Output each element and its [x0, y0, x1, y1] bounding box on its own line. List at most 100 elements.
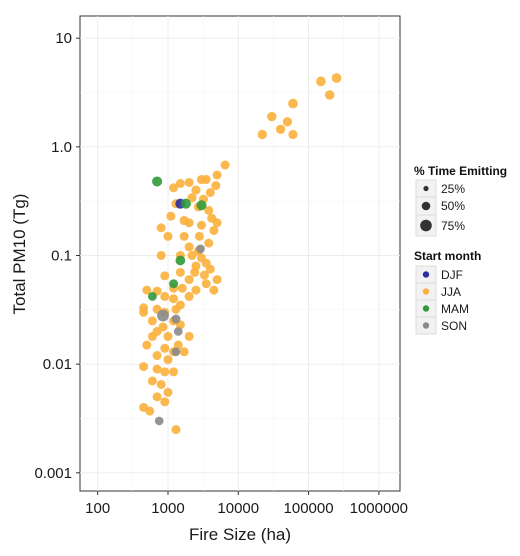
data-point-jja — [324, 90, 335, 100]
x-tick-label: 1000000 — [350, 500, 408, 517]
y-tick-label: 0.1 — [51, 247, 72, 264]
data-point-jja — [184, 331, 194, 341]
data-point-jja — [209, 225, 219, 235]
data-point-jja — [152, 351, 162, 361]
data-point-jja — [160, 367, 170, 377]
data-point-mam — [196, 200, 207, 211]
x-tick-label: 10000 — [217, 500, 259, 517]
data-point-jja — [199, 270, 209, 280]
data-point-jja — [184, 275, 194, 285]
data-point-jja — [187, 250, 197, 260]
legend-color-dot-son — [422, 322, 430, 329]
data-point-jja — [177, 283, 187, 293]
data-point-jja — [197, 220, 207, 230]
data-point-jja — [166, 211, 176, 221]
legend-color-label-son: SON — [441, 319, 467, 333]
data-point-jja — [267, 111, 277, 122]
data-point-jja — [212, 275, 222, 285]
data-point-jja — [169, 294, 179, 304]
data-point-jja — [160, 397, 170, 407]
data-point-son — [154, 416, 164, 426]
legend-color-label-djf: DJF — [441, 268, 463, 282]
legend-size: % Time Emitting 25% 50% 75% — [414, 164, 507, 237]
data-point-jja — [152, 392, 162, 402]
data-point-jja — [179, 347, 189, 357]
data-point-son — [173, 327, 183, 336]
data-point-jja — [275, 124, 286, 134]
data-point-jja — [139, 307, 149, 317]
data-point-jja — [187, 193, 197, 203]
data-point-jja — [205, 187, 215, 197]
data-point-jja — [163, 331, 173, 341]
data-point-jja — [147, 376, 157, 386]
data-point-son — [196, 244, 205, 254]
data-point-jja — [156, 250, 166, 260]
data-point-jja — [204, 238, 214, 248]
data-point-jja — [142, 340, 152, 350]
data-point-jja — [191, 285, 201, 295]
data-point-son — [171, 347, 181, 357]
legend-size-label-25: 25% — [441, 182, 465, 196]
data-point-jja — [220, 160, 230, 170]
data-point-jja — [257, 129, 267, 140]
data-point-jja — [156, 379, 166, 389]
plot-panel — [79, 15, 401, 492]
data-point-jja — [171, 425, 181, 435]
data-point-jja — [331, 73, 342, 83]
data-point-jja — [169, 183, 179, 193]
data-point-jja — [163, 355, 173, 365]
data-point-jja — [288, 98, 298, 109]
data-point-jja — [163, 231, 173, 241]
legend-color-dot-djf — [422, 271, 430, 278]
legend-size-title: % Time Emitting — [414, 164, 507, 178]
legend-size-dot-75 — [420, 219, 432, 232]
data-point-jja — [169, 367, 179, 377]
data-point-jja — [147, 316, 157, 326]
data-point-jja — [163, 387, 173, 397]
data-point-jja — [152, 364, 162, 374]
data-point-jja — [201, 279, 211, 289]
data-point-mam — [169, 279, 179, 289]
data-point-mam — [175, 255, 186, 266]
y-tick-label: 0.001 — [34, 465, 72, 482]
legend-color-label-jja: JJA — [441, 285, 461, 299]
data-point-mam — [180, 198, 191, 209]
axis-ticks: 100 1000 10000 100000 1000000 0.001 0.01 0.1 1.0… — [34, 30, 408, 517]
data-point-jja — [171, 304, 181, 314]
legend-color: Start month DJF JJA MAM SON — [414, 249, 481, 335]
data-point-jja — [316, 76, 326, 87]
data-point-jja — [288, 129, 298, 140]
data-point-jja — [204, 205, 214, 215]
data-point-jja — [147, 331, 157, 341]
data-point-jja — [179, 231, 189, 241]
grid-lines — [80, 16, 400, 491]
x-axis-title: Fire Size (ha) — [189, 525, 291, 544]
data-point-jja — [211, 181, 221, 191]
x-tick-label: 100 — [85, 500, 110, 517]
data-point-jja — [184, 242, 194, 252]
x-tick-label: 1000 — [151, 500, 184, 517]
legend-size-label-75: 75% — [441, 219, 465, 233]
data-points — [139, 73, 342, 435]
data-point-jja — [184, 177, 194, 187]
legend-size-dot-50 — [421, 201, 431, 211]
data-point-jja — [156, 223, 166, 233]
y-tick-label: 0.01 — [43, 356, 72, 373]
data-point-son — [171, 314, 181, 324]
data-point-jja — [160, 271, 170, 281]
y-tick-label: 10 — [55, 30, 72, 47]
data-point-jja — [194, 231, 204, 241]
data-point-jja — [191, 185, 201, 195]
legend-color-title: Start month — [414, 249, 481, 263]
data-point-jja — [212, 170, 222, 180]
data-point-mam — [152, 176, 163, 187]
data-point-jja — [145, 406, 155, 416]
data-point-jja — [212, 218, 222, 228]
data-point-jja — [175, 267, 185, 277]
y-tick-label: 1.0 — [51, 139, 72, 156]
data-point-jja — [205, 264, 215, 274]
data-point-jja — [160, 291, 170, 301]
y-axis-title: Total PM10 (Tg) — [10, 194, 29, 315]
legend-color-dot-mam — [422, 305, 430, 312]
